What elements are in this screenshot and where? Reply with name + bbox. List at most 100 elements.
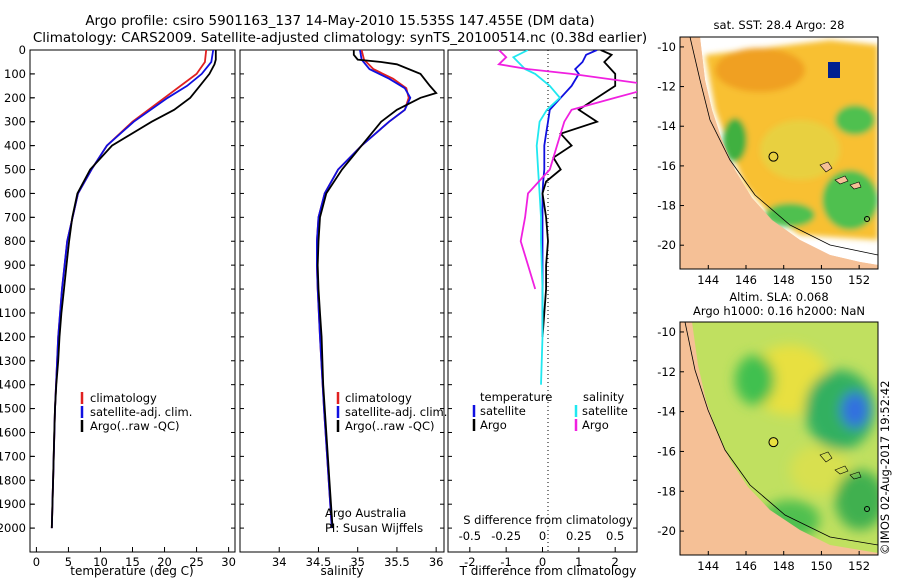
legend-s-satellite: satellite: [582, 404, 628, 418]
lat-tick-label: -16: [657, 159, 676, 173]
series-line: [541, 50, 598, 337]
series-line: [316, 50, 438, 529]
temperature-legend: climatology satellite-adj. clim. Argo(..…: [80, 391, 192, 433]
lon-tick-label: 152: [848, 559, 870, 573]
x-tick-label: 15: [125, 555, 140, 569]
s-difference-label: S difference from climatology: [463, 513, 633, 527]
s-tick-label: 0: [539, 529, 546, 543]
x-tick-label: 34.5: [306, 555, 332, 569]
depth-tick-label: 1400: [0, 378, 26, 392]
lon-tick-label: 150: [810, 559, 832, 573]
x-tick-label: 34: [272, 555, 287, 569]
depth-tick-label: 1000: [0, 282, 26, 296]
depth-tick-label: 900: [4, 258, 26, 272]
land-area: [680, 322, 878, 555]
sla-map: Altim. SLA: 0.068 Argo h1000: 0.16 h2000…: [657, 290, 879, 573]
legend-argo: Argo(..raw -QC): [90, 419, 180, 433]
temperature-profile-lines: [50, 50, 217, 529]
legend-satellite: satellite-adj. clim.: [90, 405, 192, 419]
salinity-profile-lines: [315, 50, 438, 529]
lon-tick-label: 144: [697, 559, 719, 573]
lon-tick-label: 148: [773, 273, 795, 287]
lat-tick-label: -18: [657, 484, 676, 498]
s-tick-label: -0.5: [459, 529, 481, 543]
sst-map-title: sat. SST: 28.4 Argo: 28: [714, 18, 845, 32]
figure-title-line2: Climatology: CARS2009. Satellite-adjuste…: [32, 30, 648, 46]
lon-tick-label: 146: [735, 559, 757, 573]
minor-marker: [864, 216, 870, 222]
depth-tick-label: 400: [4, 139, 26, 153]
x-tick-label: 35: [350, 555, 365, 569]
series-line: [50, 50, 217, 529]
series-line: [496, 50, 637, 290]
lat-tick-label: -20: [657, 524, 676, 538]
salinity-x-label: salinity: [320, 564, 363, 578]
legend-title-temperature: temperature: [480, 390, 552, 404]
s-tick-label: -0.25: [491, 529, 521, 543]
x-tick-label: -1: [500, 555, 511, 569]
depth-tick-label: 200: [4, 91, 26, 105]
lat-tick-label: -12: [657, 80, 676, 94]
imos-credit: ©IMOS 02-Aug-2017 19:52:42: [878, 380, 892, 555]
x-tick-label: 5: [65, 555, 72, 569]
difference-x-axis: -2 -1 0 1 2 -0.5 -0.25 0 0.25 0.5: [448, 49, 637, 569]
lat-tick-label: -18: [657, 199, 676, 213]
sst-map: sat. SST: 28.4 Argo: 28 144 146 148 150 152 -…: [657, 18, 879, 287]
depth-tick-label: 600: [4, 186, 26, 200]
legend-climatology: climatology: [90, 391, 157, 405]
depth-tick-label: 1300: [0, 354, 26, 368]
difference-profile-lines: [496, 50, 637, 385]
legend-satellite: satellite-adj. clim.: [345, 405, 447, 419]
lat-tick-label: -14: [657, 405, 676, 419]
annotation-pi: PI: Susan Wijffels: [325, 521, 423, 535]
legend-argo: Argo(..raw -QC): [345, 419, 435, 433]
sst-cold-patch: [828, 62, 840, 78]
depth-tick-label: 1700: [0, 449, 26, 463]
temperature-x-axis: 0 5 10 15 20 25 30: [30, 49, 236, 569]
isobath: [684, 322, 878, 546]
argo-position-marker: [768, 151, 779, 162]
salinity-panel: 34 34.5 35 35.5 36 salinity climatology sate…: [239, 49, 447, 578]
legend-climatology: climatology: [345, 391, 412, 405]
x-tick-label: 35.5: [384, 555, 410, 569]
x-tick-label: 30: [221, 555, 236, 569]
difference-legend: temperature salinity satellite Argo sate…: [472, 390, 628, 432]
sst-map-axes: 144 146 148 150 152 -10 -12 -14 -16 -18 -20: [657, 40, 870, 287]
lat-tick-label: -14: [657, 119, 676, 133]
depth-tick-label: 800: [4, 234, 26, 248]
lon-tick-label: 150: [810, 273, 832, 287]
argo-position-marker: [768, 437, 779, 448]
depth-tick-label: 1100: [0, 306, 26, 320]
lon-tick-label: 144: [697, 273, 719, 287]
depth-axis: 0 100 200 300 400 500 600 700 800 900 1000 1100 1200…: [0, 43, 35, 535]
salinity-legend: climatology satellite-adj. clim. Argo(..…: [336, 391, 447, 433]
depth-tick-label: 2000: [0, 521, 26, 535]
legend-t-satellite: satellite: [480, 404, 526, 418]
x-tick-label: 36: [429, 555, 444, 569]
series-line: [315, 50, 412, 529]
series-line: [511, 50, 562, 385]
x-tick-label: 2: [612, 555, 619, 569]
depth-tick-label: 300: [4, 115, 26, 129]
annotation-argo-australia: Argo Australia: [325, 506, 406, 520]
sla-map-axes: 144 146 148 150 152 -10 -12 -14 -16 -18 -20: [657, 325, 870, 573]
lon-tick-label: 152: [848, 273, 870, 287]
x-tick-label: 0: [33, 555, 40, 569]
t-difference-label: T difference from climatology: [459, 564, 637, 578]
lon-tick-label: 148: [773, 559, 795, 573]
x-tick-label: 20: [157, 555, 172, 569]
depth-tick-label: 100: [4, 67, 26, 81]
depth-tick-label: 0: [19, 43, 26, 57]
minor-marker: [864, 506, 870, 512]
sla-field: [735, 345, 878, 540]
depth-tick-label: 1900: [0, 497, 26, 511]
lat-tick-label: -12: [657, 365, 676, 379]
reef-islands: [819, 451, 862, 480]
lat-tick-label: -16: [657, 444, 676, 458]
figure-title-line1: Argo profile: csiro 5901163_137 14-May-2…: [85, 13, 595, 29]
salinity-axes: [239, 49, 445, 553]
x-tick-label: 1: [575, 555, 582, 569]
x-tick-label: 0: [539, 555, 546, 569]
depth-tick-label: 1200: [0, 330, 26, 344]
